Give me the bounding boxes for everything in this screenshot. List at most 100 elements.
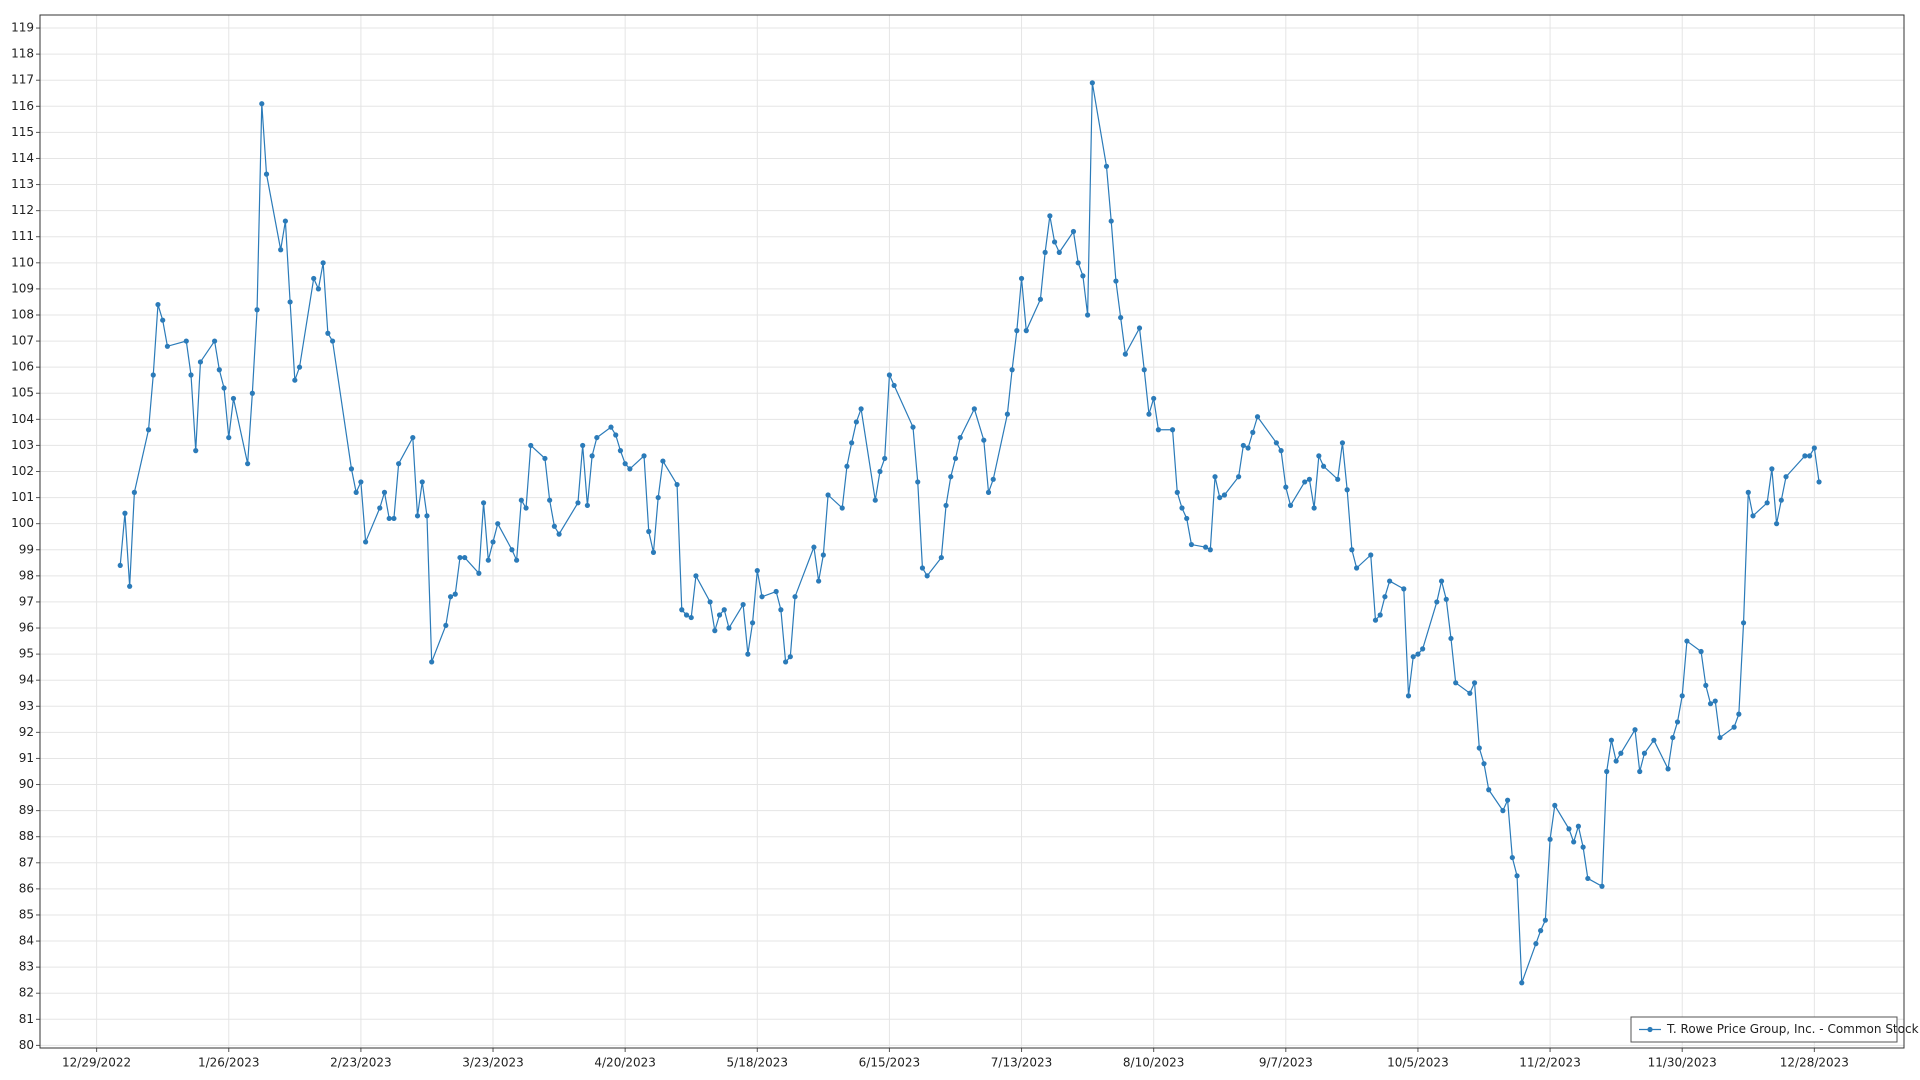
y-tick-label: 95 — [19, 647, 34, 661]
point — [985, 489, 992, 495]
point — [443, 622, 449, 629]
point — [655, 494, 661, 501]
point — [1538, 928, 1544, 934]
point — [485, 557, 491, 563]
point — [787, 654, 793, 660]
point — [693, 573, 699, 579]
point — [778, 607, 784, 613]
point — [193, 448, 199, 454]
y-tick-label: 81 — [19, 1012, 34, 1026]
point — [1802, 453, 1808, 459]
point — [981, 437, 987, 443]
point — [1665, 766, 1671, 772]
point — [759, 594, 765, 600]
point — [254, 307, 260, 313]
point — [160, 317, 166, 323]
legend-label: T. Rowe Price Group, Inc. - Common Stock — [1666, 1022, 1919, 1036]
x-tick-label: 7/13/2023 — [991, 1056, 1053, 1070]
point — [1443, 596, 1449, 602]
point — [1807, 453, 1813, 459]
point — [514, 557, 520, 563]
point — [518, 497, 524, 503]
y-tick-label: 100 — [11, 516, 34, 530]
point — [1245, 445, 1251, 451]
point — [971, 406, 977, 412]
point — [1221, 492, 1228, 498]
point — [1217, 494, 1223, 501]
point — [1202, 544, 1209, 550]
point — [556, 531, 562, 537]
point — [1486, 787, 1492, 793]
point — [391, 515, 397, 522]
point — [1136, 325, 1143, 331]
y-tick-label: 82 — [19, 986, 34, 1000]
point — [188, 372, 194, 378]
point — [1467, 690, 1473, 696]
point — [542, 455, 548, 462]
point — [617, 448, 624, 454]
point — [990, 476, 996, 482]
point — [452, 591, 458, 597]
point — [952, 455, 959, 462]
point — [1632, 727, 1638, 733]
point — [1608, 737, 1615, 743]
point — [594, 434, 600, 441]
point — [1042, 249, 1048, 255]
point — [1415, 651, 1421, 657]
legend-box — [1630, 1016, 1898, 1043]
x-tick-label: 4/20/2023 — [594, 1056, 656, 1070]
y-tick-label: 87 — [19, 855, 34, 869]
point — [1311, 505, 1317, 511]
point — [1547, 836, 1553, 842]
point — [1004, 411, 1010, 417]
point — [528, 442, 534, 449]
point — [495, 521, 501, 527]
point — [396, 461, 402, 467]
point — [1368, 552, 1374, 558]
point — [282, 218, 288, 224]
point — [1500, 808, 1506, 814]
point — [1146, 411, 1152, 417]
x-tick-label: 9/7/2023 — [1259, 1056, 1313, 1070]
point — [287, 299, 293, 305]
point — [674, 481, 680, 488]
point — [150, 372, 156, 378]
point — [197, 359, 204, 365]
point — [212, 338, 218, 344]
point — [1745, 489, 1751, 495]
point — [1778, 497, 1784, 503]
y-tick-label: 106 — [11, 360, 34, 374]
point — [1599, 883, 1605, 889]
point — [292, 377, 298, 383]
point — [551, 523, 557, 529]
point — [1712, 698, 1718, 704]
point — [1769, 466, 1775, 472]
point — [127, 583, 133, 589]
point — [348, 466, 355, 472]
y-tick-label: 102 — [11, 464, 34, 478]
point — [839, 505, 845, 511]
point — [948, 474, 954, 480]
point — [740, 601, 746, 608]
y-tick-label: 84 — [19, 934, 34, 948]
y-tick-label: 98 — [19, 568, 34, 582]
point — [882, 455, 888, 462]
point — [315, 286, 322, 292]
point — [1113, 278, 1119, 284]
point — [1481, 761, 1487, 767]
point — [1566, 826, 1572, 832]
point — [1118, 314, 1124, 321]
point — [749, 620, 756, 626]
x-tick-label: 5/18/2023 — [727, 1056, 789, 1070]
point — [1075, 260, 1081, 266]
y-tick-label: 112 — [11, 203, 34, 217]
point — [641, 453, 647, 459]
point — [1169, 427, 1176, 433]
y-tick-label: 92 — [19, 725, 34, 739]
point — [457, 554, 463, 561]
y-tick-label: 90 — [19, 777, 34, 791]
point — [792, 594, 798, 600]
y-tick-label: 105 — [11, 386, 34, 400]
y-tick-label: 85 — [19, 907, 34, 921]
